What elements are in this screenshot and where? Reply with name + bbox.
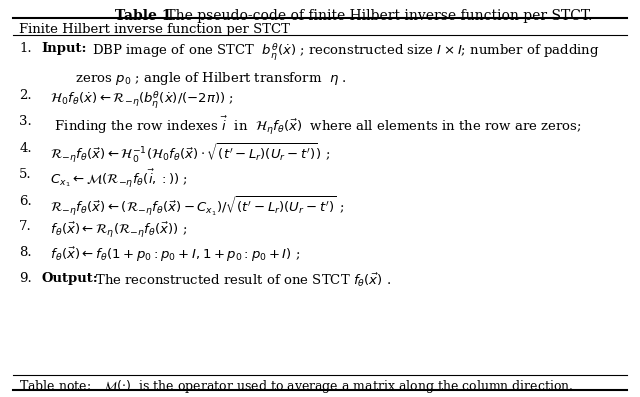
Text: $f_{\theta}(\vec{x}) \leftarrow \mathcal{R}_{\eta}(\mathcal{R}_{-\eta}f_{\theta}: $f_{\theta}(\vec{x}) \leftarrow \mathcal… [42, 220, 187, 240]
Text: $C_{x_1} \leftarrow \mathcal{M}(\mathcal{R}_{-\eta}f_{\theta}(\vec{i},:))$ ;: $C_{x_1} \leftarrow \mathcal{M}(\mathcal… [42, 168, 188, 190]
Text: $f_{\theta}(\vec{x}) \leftarrow f_{\theta}(1+p_{0}:p_{0}+I, 1+p_{0}:p_{0}+I)$ ;: $f_{\theta}(\vec{x}) \leftarrow f_{\thet… [42, 246, 300, 264]
Text: 8.: 8. [19, 246, 32, 259]
Text: zeros $p_{0}$ ; angle of Hilbert transform  $\eta$ .: zeros $p_{0}$ ; angle of Hilbert transfo… [42, 70, 346, 87]
Text: Output:: Output: [42, 272, 99, 285]
Text: 1.: 1. [19, 42, 32, 55]
Text: Finite Hilbert inverse function per STCT: Finite Hilbert inverse function per STCT [19, 23, 290, 36]
Text: $\mathcal{R}_{-\eta}f_{\theta}(\vec{x}) \leftarrow \mathcal{H}_{0}^{-1}(\mathcal: $\mathcal{R}_{-\eta}f_{\theta}(\vec{x}) … [42, 142, 330, 166]
Text: 3.: 3. [19, 115, 32, 128]
Text: Table 1.: Table 1. [115, 9, 176, 23]
Text: 4.: 4. [19, 142, 32, 155]
Text: $\mathcal{H}_{0}f_{\theta}(\dot{x}) \leftarrow \mathcal{R}_{-\eta}(b^{\theta}_{\: $\mathcal{H}_{0}f_{\theta}(\dot{x}) \lef… [42, 89, 234, 111]
Text: The reconstructed result of one STCT $f_{\theta}(\vec{x})$ .: The reconstructed result of one STCT $f_… [91, 272, 391, 289]
Text: 6.: 6. [19, 195, 32, 208]
Text: $\mathcal{R}_{-\eta}f_{\theta}(\vec{x}) \leftarrow (\mathcal{R}_{-\eta}f_{\theta: $\mathcal{R}_{-\eta}f_{\theta}(\vec{x}) … [42, 195, 344, 218]
Text: Table note:   $\mathcal{M}(\cdot)$  is the operator used to average a matrix alo: Table note: $\mathcal{M}(\cdot)$ is the … [19, 378, 574, 395]
Text: Input:: Input: [42, 42, 87, 55]
Text: Finding the row indexes $\vec{i}$  in  $\mathcal{H}_{\eta}f_{\theta}(\vec{x})$  : Finding the row indexes $\vec{i}$ in $\m… [42, 115, 581, 137]
Text: DBP image of one STCT  $b^{\theta}_{\eta}(\dot{x})$ ; reconstructed size $I \tim: DBP image of one STCT $b^{\theta}_{\eta}… [88, 42, 599, 63]
Text: 5.: 5. [19, 168, 32, 181]
Text: The pseudo-code of finite Hilbert inverse function per STCT.: The pseudo-code of finite Hilbert invers… [163, 9, 593, 23]
Text: 9.: 9. [19, 272, 32, 285]
Text: 7.: 7. [19, 220, 32, 233]
Text: 2.: 2. [19, 89, 32, 102]
